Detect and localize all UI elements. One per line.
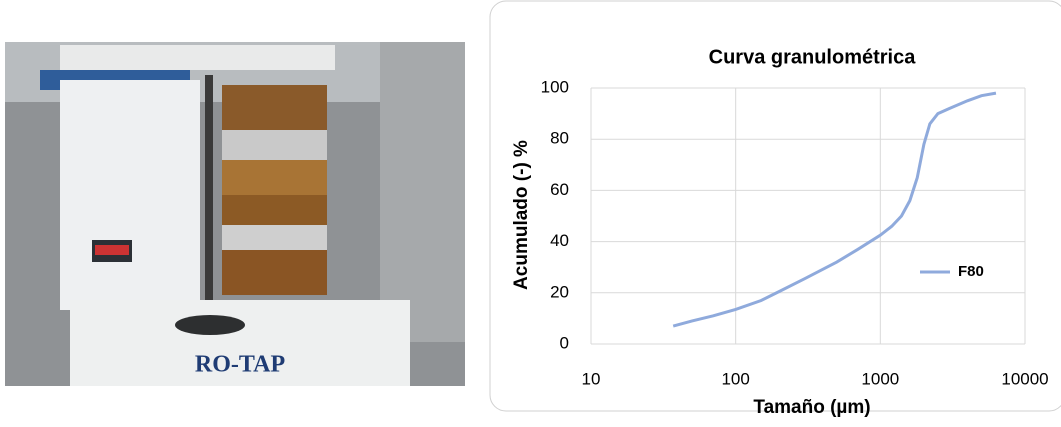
legend-label: F80 [958, 263, 984, 280]
y-tick-label: 60 [550, 180, 569, 199]
y-axis-label: Acumulado (-) % [511, 140, 532, 290]
x-tick-label: 100 [721, 369, 749, 388]
x-tick-label: 1000 [861, 369, 899, 388]
y-tick-label: 0 [560, 333, 569, 352]
photo: RO-TAP [5, 42, 465, 386]
page: RO-TAP Curva granulométrica Tamaño (µm) … [0, 0, 1061, 422]
y-tick-label: 20 [550, 282, 569, 301]
chart-title: Curva granulométrica [709, 46, 917, 68]
x-axis-label: Tamaño (µm) [753, 397, 870, 418]
photo-label: RO-TAP [195, 352, 285, 378]
x-tick-label: 10 [582, 369, 601, 388]
x-tick-label: 10000 [1001, 369, 1048, 388]
y-tick-label: 40 [550, 231, 569, 250]
y-tick-label: 80 [550, 129, 569, 148]
y-tick-label: 100 [541, 77, 569, 96]
